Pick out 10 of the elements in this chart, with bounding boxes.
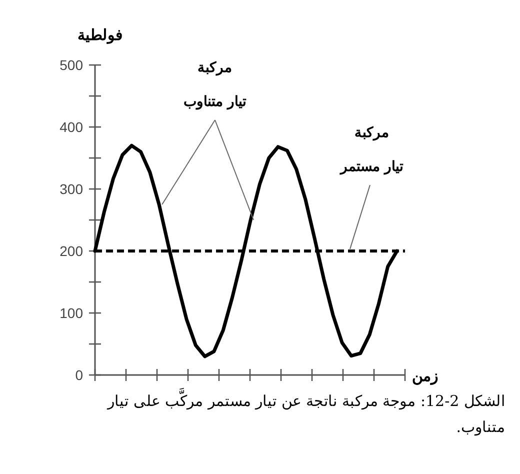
y-tick-label: 500 [60, 57, 84, 73]
x-axis-title: زمن [412, 368, 438, 385]
y-tick-label: 100 [60, 305, 84, 321]
y-tick-label: 400 [60, 119, 84, 135]
text: الشكل 2-12: موجة مركبة ناتجة عن تيار مستمر مركَّب على تيار متناوب. [106, 388, 505, 438]
y-axis-title: فولطية [78, 27, 122, 44]
text: مركبة تيار متناوب [184, 59, 246, 109]
y-tick-label: 300 [60, 181, 84, 197]
y-tick-label: 0 [75, 367, 84, 383]
y-tick-label: 200 [60, 243, 84, 259]
